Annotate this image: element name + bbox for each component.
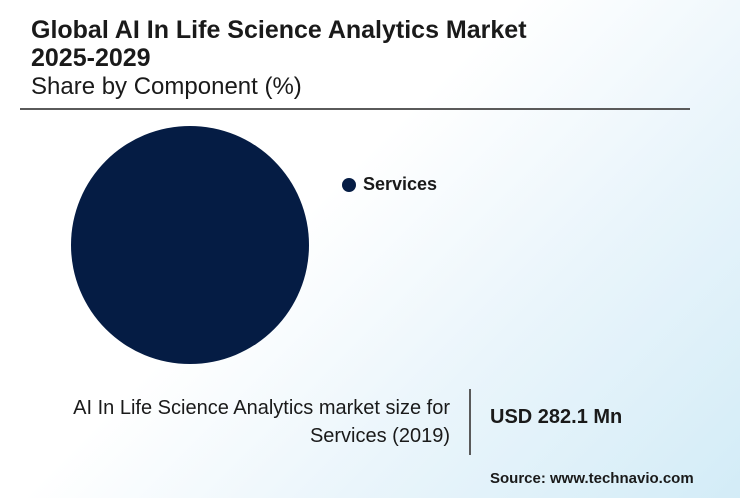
stat-divider bbox=[469, 389, 471, 455]
legend: Services bbox=[342, 174, 437, 195]
market-size-value: USD 282.1 Mn bbox=[490, 406, 623, 428]
market-size-label: AI In Life Science Analytics market size… bbox=[10, 394, 450, 450]
source-credit: Source: www.technavio.com bbox=[490, 470, 694, 487]
chart-title-line-2: 2025-2029 bbox=[31, 44, 151, 72]
legend-swatch-services bbox=[342, 177, 356, 192]
chart-title: Global AI In Life Science Analytics Mark… bbox=[31, 16, 681, 72]
chart-title-line-1: Global AI In Life Science Analytics Mark… bbox=[31, 16, 527, 44]
legend-label-services: Services bbox=[363, 174, 438, 194]
header-divider bbox=[20, 108, 690, 110]
chart-header: Global AI In Life Science Analytics Mark… bbox=[31, 16, 681, 101]
market-size-label-line-1: AI In Life Science Analytics market size… bbox=[73, 397, 450, 419]
chart-subtitle: Share by Component (%) bbox=[31, 73, 302, 100]
market-size-label-line-2: Services (2019) bbox=[309, 425, 450, 447]
pie-slice-services bbox=[71, 126, 309, 364]
